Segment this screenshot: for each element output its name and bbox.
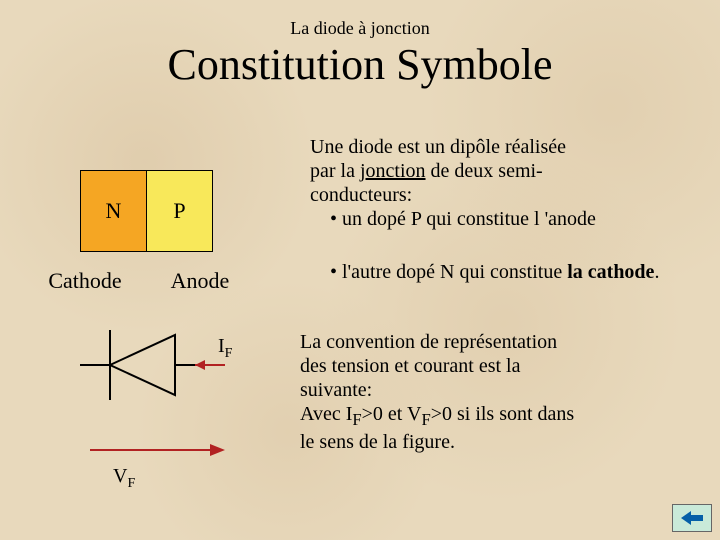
vf-label: VF	[113, 465, 135, 492]
cathode-label: Cathode	[40, 268, 130, 294]
back-button[interactable]	[672, 504, 712, 532]
if-label: IF	[218, 335, 232, 362]
subtitle: La diode à jonction	[0, 0, 720, 39]
back-arrow-icon	[681, 511, 703, 525]
anode-label: Anode	[160, 268, 240, 294]
description-2: • l'autre dopé N qui constitue la cathod…	[310, 260, 690, 284]
description-1: Une diode est un dipôle réalisée par la …	[310, 135, 690, 231]
page-title: Constitution Symbole	[0, 39, 720, 90]
p-region: P	[147, 171, 212, 251]
description-3: La convention de représentation des tens…	[300, 330, 700, 454]
np-junction-diagram: N P	[80, 170, 213, 252]
n-region: N	[81, 171, 147, 251]
